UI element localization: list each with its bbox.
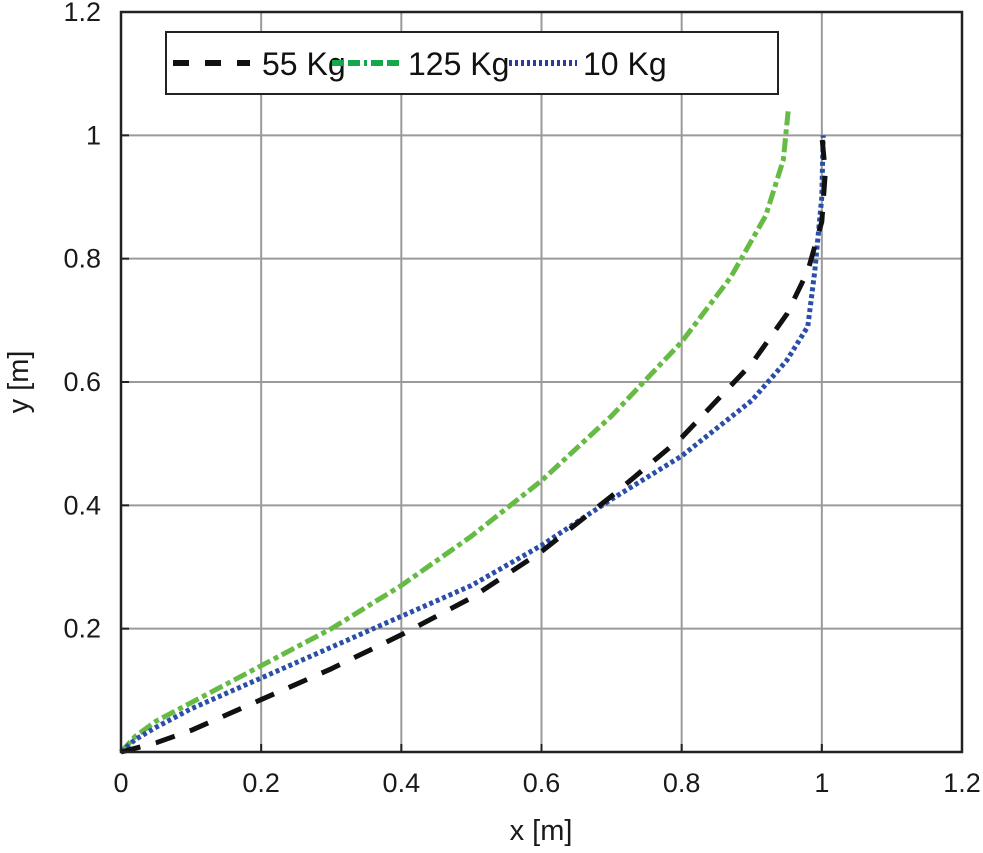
grid-lines bbox=[121, 12, 962, 752]
legend: 55 Kg 125 Kg 10 Kg bbox=[165, 31, 779, 95]
y-tick-label: 1 bbox=[86, 120, 101, 150]
legend-item-125kg: 125 Kg bbox=[332, 46, 509, 82]
y-tick-labels: 0.2 0.4 0.6 0.8 1 1.2 bbox=[63, 0, 101, 644]
x-tick-labels: 0 0.2 0.4 0.6 0.8 1 1.2 bbox=[113, 768, 980, 798]
y-tick-label: 0.2 bbox=[63, 614, 101, 644]
plot-series bbox=[119, 110, 828, 755]
series-line-10-kg bbox=[119, 135, 826, 754]
series-line-55-kg bbox=[120, 135, 828, 755]
x-tick-label: 0.8 bbox=[663, 768, 701, 798]
x-tick-label: 1 bbox=[814, 768, 829, 798]
x-tick-label: 0.2 bbox=[242, 768, 280, 798]
y-axis-label: y [m] bbox=[3, 351, 35, 414]
legend-label: 55 Kg bbox=[262, 46, 346, 82]
x-axis-label: x [m] bbox=[510, 815, 573, 847]
y-tick-label: 0.6 bbox=[63, 367, 101, 397]
y-tick-label: 1.2 bbox=[63, 0, 101, 27]
axis-ticks bbox=[120, 11, 963, 752]
legend-label: 125 Kg bbox=[408, 46, 509, 82]
legend-label: 10 Kg bbox=[583, 46, 667, 82]
y-tick-label: 0.4 bbox=[63, 490, 101, 520]
legend-box bbox=[165, 31, 779, 95]
legend-item-55kg: 55 Kg bbox=[173, 46, 346, 82]
x-tick-label: 0.4 bbox=[383, 768, 421, 798]
x-tick-label: 0 bbox=[113, 768, 128, 798]
legend-item-10kg: 10 Kg bbox=[509, 46, 667, 82]
x-tick-label: 1.2 bbox=[943, 768, 981, 798]
y-tick-label: 0.8 bbox=[63, 244, 101, 274]
series-line-125-kg bbox=[119, 110, 791, 754]
x-tick-label: 0.6 bbox=[523, 768, 561, 798]
